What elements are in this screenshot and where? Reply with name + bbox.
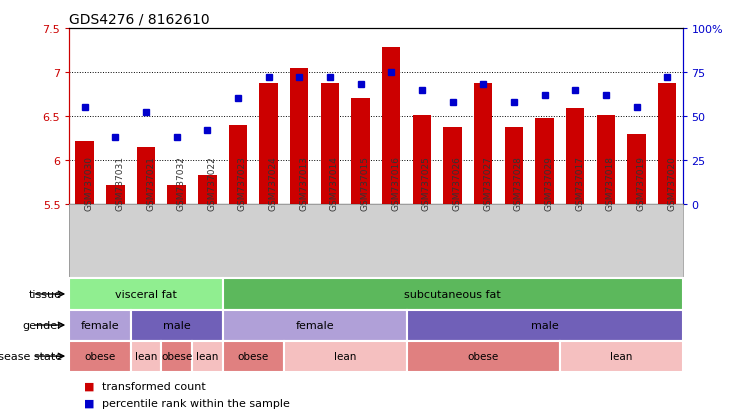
Text: GSM737026: GSM737026 — [453, 156, 461, 210]
Bar — [535, 119, 554, 204]
Text: GSM737025: GSM737025 — [422, 156, 431, 210]
Bar — [627, 134, 646, 204]
Text: GSM737028: GSM737028 — [514, 156, 523, 210]
Bar — [161, 341, 192, 372]
Text: percentile rank within the sample: percentile rank within the sample — [102, 398, 290, 408]
Text: GSM737019: GSM737019 — [637, 156, 645, 210]
Text: transformed count: transformed count — [102, 381, 206, 391]
Bar — [658, 84, 677, 204]
Bar — [320, 84, 339, 204]
Text: male: male — [531, 320, 558, 330]
Bar — [69, 310, 131, 341]
Bar — [137, 147, 155, 204]
Text: GSM737022: GSM737022 — [207, 156, 216, 210]
Bar — [69, 279, 223, 310]
Bar — [198, 176, 217, 204]
Bar — [75, 141, 94, 204]
Bar — [412, 116, 431, 204]
Bar — [596, 116, 615, 204]
Bar — [131, 310, 223, 341]
Text: male: male — [163, 320, 191, 330]
Text: female: female — [81, 320, 119, 330]
Bar — [131, 341, 161, 372]
Text: GSM737031: GSM737031 — [115, 156, 124, 210]
Bar — [259, 84, 278, 204]
Text: obese: obese — [238, 351, 269, 361]
Text: GSM737027: GSM737027 — [483, 156, 492, 210]
Bar — [223, 279, 683, 310]
Text: lean: lean — [334, 351, 356, 361]
Bar — [560, 341, 683, 372]
Text: subcutaneous fat: subcutaneous fat — [404, 289, 501, 299]
Bar — [284, 341, 407, 372]
Bar — [290, 69, 309, 204]
Bar — [223, 341, 284, 372]
Text: tissue: tissue — [29, 289, 62, 299]
Text: visceral fat: visceral fat — [115, 289, 177, 299]
Bar — [106, 186, 125, 204]
Text: GSM737018: GSM737018 — [606, 156, 615, 210]
Bar — [474, 83, 493, 204]
Bar — [407, 341, 560, 372]
Bar — [382, 48, 401, 204]
Text: GSM737017: GSM737017 — [575, 156, 584, 210]
Text: GSM737020: GSM737020 — [667, 156, 676, 210]
Text: GDS4276 / 8162610: GDS4276 / 8162610 — [69, 12, 210, 26]
Bar — [223, 310, 407, 341]
Bar — [504, 127, 523, 204]
Text: lean: lean — [135, 351, 157, 361]
Bar — [407, 310, 683, 341]
Text: GSM737015: GSM737015 — [361, 156, 369, 210]
Text: ■: ■ — [84, 381, 94, 391]
Text: GSM737023: GSM737023 — [238, 156, 247, 210]
Bar — [167, 186, 186, 204]
Bar — [192, 341, 223, 372]
Bar — [351, 99, 370, 204]
Text: GSM737029: GSM737029 — [545, 156, 553, 210]
Text: lean: lean — [610, 351, 632, 361]
Text: gender: gender — [22, 320, 62, 330]
Bar — [443, 127, 462, 204]
Text: obese: obese — [161, 351, 192, 361]
Text: GSM737030: GSM737030 — [85, 156, 93, 210]
Text: GSM737014: GSM737014 — [330, 156, 339, 210]
Text: GSM737024: GSM737024 — [269, 156, 277, 210]
Bar — [228, 126, 247, 204]
Text: female: female — [296, 320, 334, 330]
Bar — [566, 109, 585, 204]
Text: disease state: disease state — [0, 351, 62, 361]
Text: lean: lean — [196, 351, 218, 361]
Text: GSM737021: GSM737021 — [146, 156, 155, 210]
Text: GSM737013: GSM737013 — [299, 156, 308, 210]
Text: ■: ■ — [84, 398, 94, 408]
Bar — [69, 341, 131, 372]
Text: GSM737016: GSM737016 — [391, 156, 400, 210]
Text: obese: obese — [468, 351, 499, 361]
Text: GSM737032: GSM737032 — [177, 156, 185, 210]
Text: obese: obese — [85, 351, 115, 361]
